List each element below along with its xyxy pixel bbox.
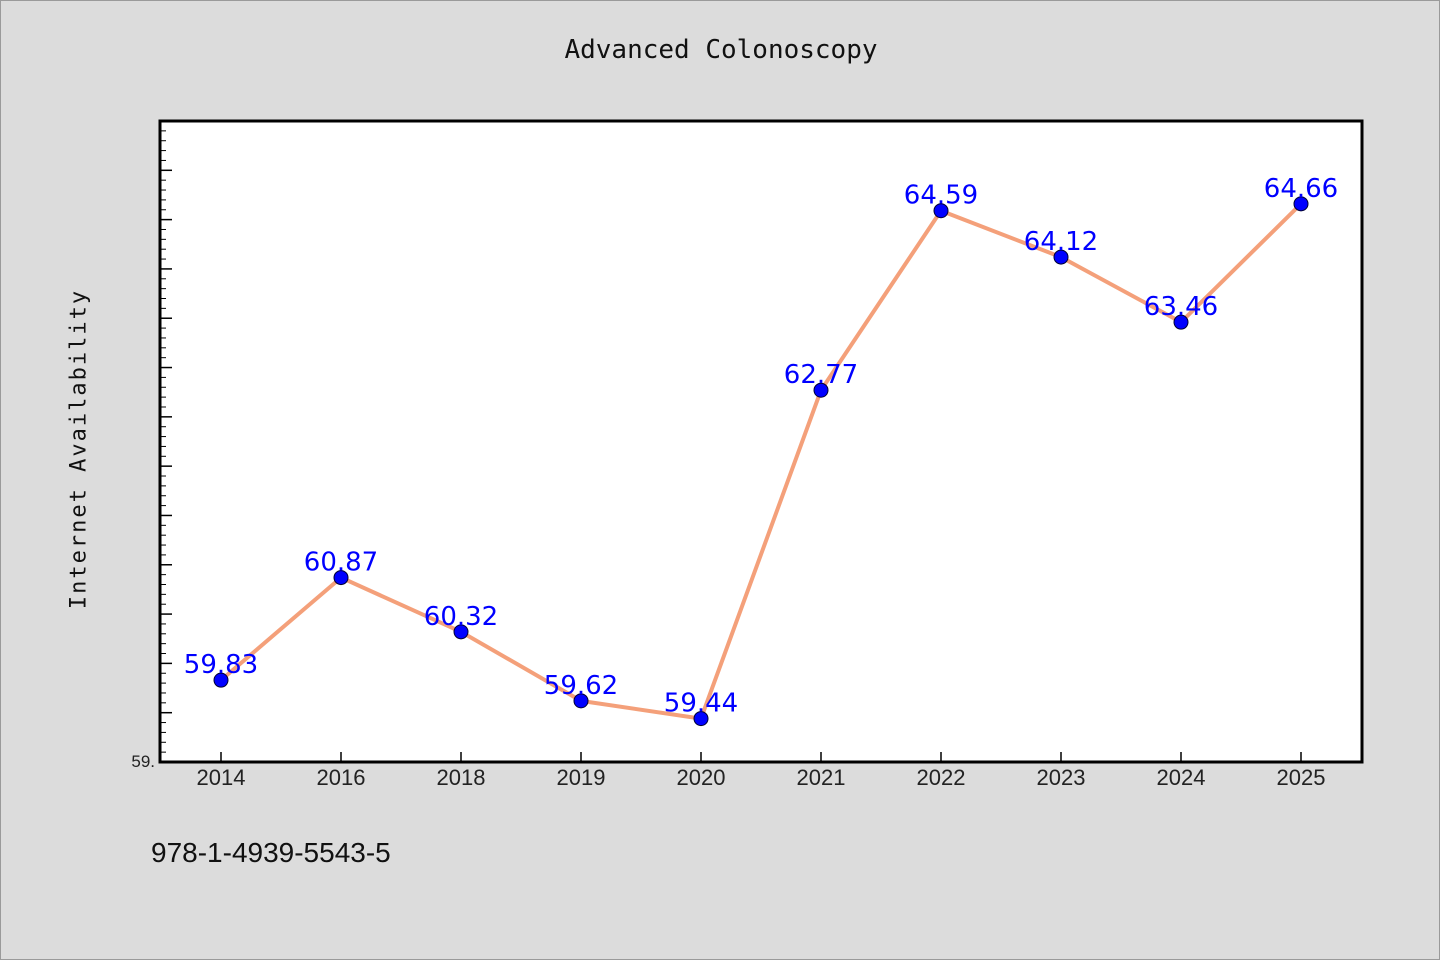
data-label: 63.46 <box>1144 292 1218 322</box>
y-axis-ticks <box>160 120 172 763</box>
data-point <box>933 203 949 219</box>
x-tick-label: 2022 <box>917 765 966 790</box>
data-label: 60.32 <box>424 602 498 632</box>
series-line <box>219 201 1303 721</box>
data-point <box>573 693 589 709</box>
data-point <box>333 570 349 586</box>
x-tick-label: 2018 <box>437 765 486 790</box>
data-label: 59.44 <box>664 689 738 719</box>
footer-code: 978-1-4939-5543-5 <box>151 837 391 868</box>
data-label: 64.12 <box>1024 227 1098 257</box>
plot-area <box>158 119 1364 764</box>
data-labels: 59.83 60.87 60.32 59.62 59.44 62.77 64.59 64.12… <box>184 174 1338 719</box>
data-point <box>1053 249 1069 265</box>
data-label: 62.77 <box>784 360 858 390</box>
chart-title: Advanced Colonoscopy <box>564 35 878 65</box>
x-tick-label: 2020 <box>677 765 726 790</box>
data-point <box>1173 314 1189 330</box>
x-tick-label: 2023 <box>1037 765 1086 790</box>
data-markers <box>213 196 1309 727</box>
data-label: 64.59 <box>904 181 978 211</box>
data-point <box>453 624 469 640</box>
x-tick-label: 2021 <box>797 765 846 790</box>
y-axis-min-label: 59. <box>131 752 155 771</box>
data-point <box>213 672 229 688</box>
x-tick-label: 2025 <box>1277 765 1326 790</box>
data-label: 59.83 <box>184 650 258 680</box>
x-tick-label: 2016 <box>317 765 366 790</box>
x-tick-label: 2024 <box>1157 765 1206 790</box>
x-axis-ticks: 2014 2016 2018 2019 2020 2021 2022 2023 2024 2025 <box>197 752 1326 790</box>
x-tick-label: 2019 <box>557 765 606 790</box>
data-point <box>813 382 829 398</box>
data-point <box>693 711 709 727</box>
data-label: 59.62 <box>544 671 618 701</box>
x-tick-label: 2014 <box>197 765 246 790</box>
data-label: 60.87 <box>304 548 378 578</box>
data-label: 64.66 <box>1264 174 1338 204</box>
data-point <box>1293 196 1309 212</box>
